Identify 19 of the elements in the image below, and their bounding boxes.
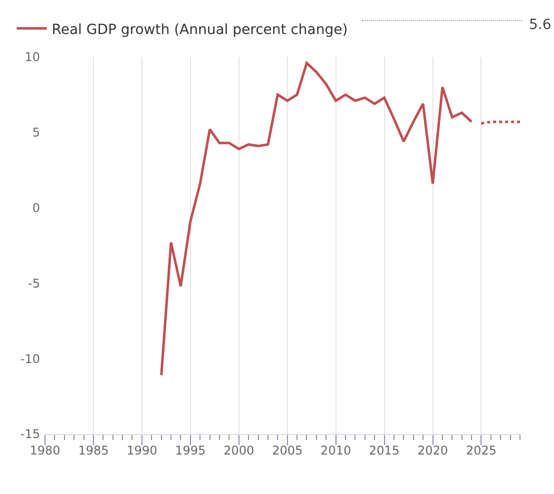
- y-tick-label: 5: [32, 126, 40, 140]
- y-tick-label: -10: [20, 352, 40, 366]
- y-tick-label: -5: [28, 276, 40, 290]
- y-tick-label: 0: [32, 201, 40, 215]
- y-tick-label: 10: [24, 50, 40, 64]
- x-tick-label: 1985: [78, 443, 109, 458]
- text: 5.6: [529, 17, 552, 33]
- legend-label: Real GDP growth (Annual percent change): [52, 22, 348, 38]
- x-tick-label: 2025: [466, 443, 496, 458]
- x-tick-label: 2015: [369, 443, 400, 458]
- x-tick-label: 1995: [175, 443, 206, 458]
- y-tick-label: -15: [20, 427, 40, 442]
- x-tick-label: 2020: [417, 443, 448, 458]
- line-series: [160, 62, 473, 376]
- x-tick-label: 2000: [224, 443, 254, 458]
- x-tick-label: 1990: [126, 443, 158, 458]
- x-tick-label: 1980: [30, 443, 60, 458]
- x-tick-label: 2005: [272, 443, 303, 458]
- x-tick-label: 2010: [320, 443, 352, 458]
